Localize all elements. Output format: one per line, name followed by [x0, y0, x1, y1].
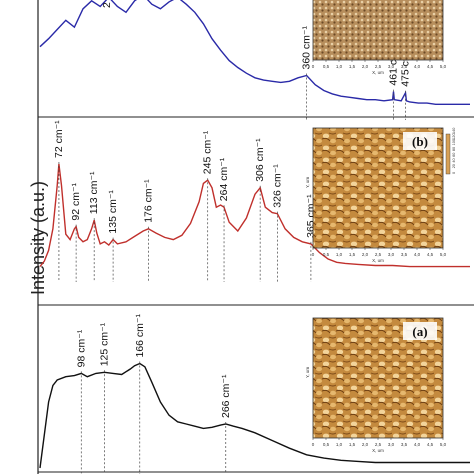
inset-tag-box: [403, 322, 437, 340]
inset-x-tick-label: 4,5: [427, 64, 434, 69]
peak-label: 326 cm⁻¹: [271, 164, 283, 208]
peak-label: 72 cm⁻¹: [53, 120, 65, 158]
inset-scale-tick: 40: [452, 158, 456, 162]
peak-label: 176 cm⁻¹: [142, 179, 154, 223]
inset-scale-tick: 0: [452, 172, 456, 174]
peak-label: 266 cm⁻¹: [220, 374, 232, 418]
peak-label: 306 cm⁻¹: [254, 138, 266, 182]
inset-tag-box: [403, 132, 437, 150]
inset-x-tick-label: 2,5: [375, 64, 382, 69]
inset-x-tick-label: 1,5: [349, 252, 356, 257]
inset-tag: (a): [412, 324, 427, 339]
spectrum-line-c: [39, 0, 470, 105]
inset-scale-tick: 60: [452, 153, 456, 157]
inset-x-tick-label: 2,0: [362, 252, 369, 257]
inset-color-scale: [445, 133, 451, 175]
inset-scale-tick: 100: [452, 139, 456, 145]
inset-x-unit: X, um: [372, 448, 384, 453]
inset-x-tick-label: 0,5: [323, 442, 330, 447]
inset-x-tick-label: 2,5: [375, 252, 382, 257]
inset-x-tick-label: 0: [312, 64, 315, 69]
inset-x-tick-label: 3,5: [401, 252, 408, 257]
inset-x-tick-label: 2,0: [362, 64, 369, 69]
inset-y-unit: Y, um: [305, 367, 310, 378]
inset-scale-tick: 140: [452, 128, 456, 134]
peak-label-partial: 2: [101, 2, 113, 8]
peak-label: 360 cm⁻¹: [301, 26, 313, 70]
inset-scale-tick: 20: [452, 164, 456, 168]
inset-x-tick-label: 1,5: [349, 64, 356, 69]
inset-x-tick-label: 2,0: [362, 442, 369, 447]
inset-x-tick-label: 3,5: [401, 64, 408, 69]
peak-label: 245 cm⁻¹: [202, 130, 214, 174]
inset-x-tick-label: 1,0: [336, 64, 343, 69]
inset-x-tick-label: 3,0: [388, 64, 395, 69]
inset-x-tick-label: 4,0: [414, 252, 421, 257]
inset-tag: (b): [412, 134, 428, 149]
inset-x-tick-label: 1,0: [336, 442, 343, 447]
inset-x-unit: X, um: [372, 258, 384, 263]
afm-inset-b: 0 0,5 1,0 1,5 2,0 2,5 3,0 3,5 4,0 4,5 5,0 X, um Y, u…: [305, 127, 456, 263]
inset-x-tick-label: 2,5: [375, 442, 382, 447]
spectrum-panel-b: 72 cm⁻¹ 92 cm⁻¹ 113 cm⁻¹ 135 cm⁻¹ 176 cm⁻¹ 24…: [39, 120, 470, 282]
inset-x-unit: X, um: [372, 70, 384, 75]
inset-x-tick-label: 0: [312, 442, 315, 447]
peak-label: 113 cm⁻¹: [88, 171, 100, 214]
peak-label: 98 cm⁻¹: [75, 329, 87, 367]
inset-x-tick-label: 5,0: [440, 252, 447, 257]
spectrum-line-b: [39, 163, 470, 268]
inset-x-tick-label: 1,5: [349, 442, 356, 447]
inset-x-tick-label: 1,0: [336, 252, 343, 257]
inset-y-unit: Y, um: [305, 177, 310, 188]
spectrum-panel-a: 98 cm⁻¹ 125 cm⁻¹ 166 cm⁻¹ 266 cm⁻¹: [39, 314, 470, 474]
inset-x-tick-label: 4,5: [427, 442, 434, 447]
inset-x-tick-label: 3,0: [388, 252, 395, 257]
peak-label: 135 cm⁻¹: [107, 190, 119, 234]
inset-x-tick-label: 3,0: [388, 442, 395, 447]
inset-scale-tick: 120: [452, 133, 456, 139]
peak-label: 264 cm⁻¹: [218, 157, 230, 201]
afm-inset-a: 0 0,5 1,0 1,5 2,0 2,5 3,0 3,5 4,0 4,5 5,0 X, um Y, u…: [305, 317, 447, 453]
inset-scale-tick: 80: [452, 147, 456, 151]
inset-x-tick-label: 0,5: [323, 64, 330, 69]
peak-label: 92 cm⁻¹: [70, 182, 82, 220]
inset-x-tick-label: 5,0: [440, 442, 447, 447]
inset-x-tick-label: 0: [312, 252, 315, 257]
peak-label: 166 cm⁻¹: [134, 314, 146, 358]
afm-image: [312, 0, 444, 61]
inset-x-tick-label: 4,0: [414, 64, 421, 69]
inset-x-tick-label: 4,5: [427, 252, 434, 257]
inset-x-tick-label: 3,5: [401, 442, 408, 447]
afm-inset-c: 0 0,5 1,0 1,5 2,0 2,5 3,0 3,5 4,0 4,5 5,0 X, um: [312, 0, 447, 75]
inset-x-tick-label: 5,0: [440, 64, 447, 69]
inset-x-tick-label: 4,0: [414, 442, 421, 447]
inset-x-tick-label: 0,5: [323, 252, 330, 257]
peak-label: 125 cm⁻¹: [99, 322, 111, 366]
